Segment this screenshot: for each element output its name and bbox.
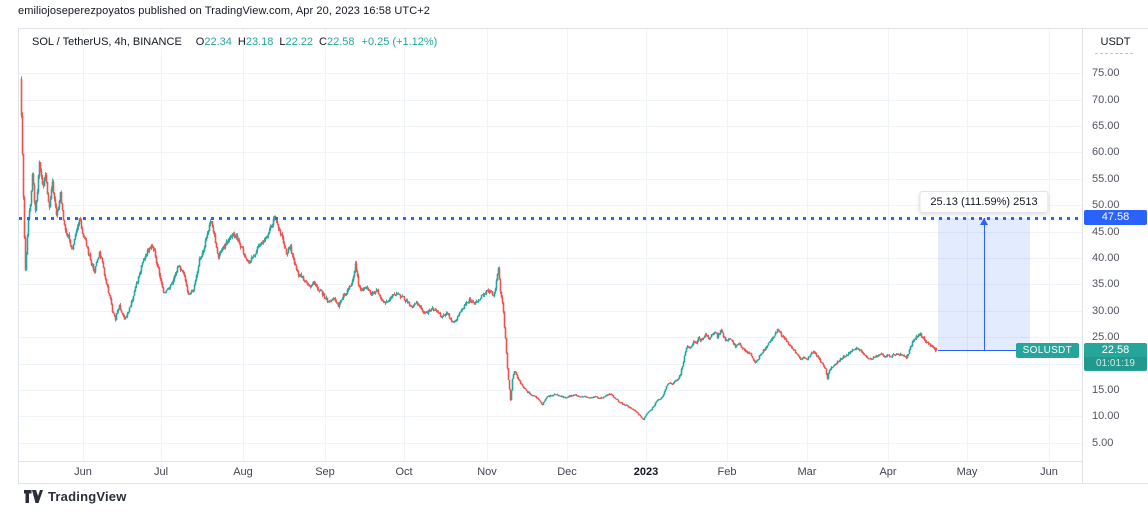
ohlc-key: H xyxy=(237,36,246,48)
price-tick-label: 15.00 xyxy=(1092,384,1120,397)
tradingview-brand-text: TradingView xyxy=(48,489,127,504)
time-tick-label: Dec xyxy=(557,466,577,478)
price-tick-label: 30.00 xyxy=(1092,304,1120,317)
time-tick-label: May xyxy=(956,466,978,478)
last-price-symbol-tag: SOLUSDT xyxy=(1015,343,1079,358)
range-measurement-tooltip: 25.13 (111.59%) 2513 xyxy=(919,191,1049,213)
ohlc-value: 22.22 xyxy=(285,36,314,48)
bar-countdown: 01:01:19 xyxy=(1084,357,1147,370)
range-arrow-up-icon xyxy=(980,218,988,225)
price-tick-label: 55.00 xyxy=(1092,172,1120,185)
last-price-label[interactable]: 22.58 01:01:19 xyxy=(1084,343,1147,371)
price-tick-label: 25.00 xyxy=(1092,331,1120,344)
horizontal-dotted-line[interactable] xyxy=(19,217,1082,220)
price-tick-label: 10.00 xyxy=(1092,410,1120,423)
chart-legend[interactable]: SOL / TetherUS, 4h, BINANCE O22.34 H23.18 L… xyxy=(28,35,442,49)
tradingview-brand-link[interactable]: TradingView xyxy=(24,489,127,504)
range-center-line xyxy=(984,218,985,350)
chart-widget: SOL / TetherUS, 4h, BINANCE O22.34 H23.18 L… xyxy=(18,28,1148,484)
price-axis-unit[interactable]: USDT xyxy=(1100,36,1131,48)
ohlc-values: O22.34 H23.18 L22.22 C22.58 xyxy=(190,36,355,48)
price-tick-label: 45.00 xyxy=(1092,225,1120,238)
price-tick-label: 70.00 xyxy=(1092,93,1120,106)
tradingview-logo-icon xyxy=(24,490,43,503)
price-tick-label: 40.00 xyxy=(1092,252,1120,265)
time-tick-label: Jul xyxy=(153,466,169,478)
time-tick-label: 2023 xyxy=(633,466,659,478)
time-tick-label: Apr xyxy=(879,466,897,478)
ohlc-value: 22.34 xyxy=(204,36,232,48)
last-price-value: 22.58 xyxy=(1101,344,1130,356)
price-range-drawing[interactable] xyxy=(938,218,1030,351)
ohlc-key: L xyxy=(279,36,286,48)
ohlc-key: O xyxy=(195,36,205,48)
alert-price-label[interactable]: 47.58 xyxy=(1084,210,1147,225)
price-tick-label: 75.00 xyxy=(1092,67,1120,80)
chart-plot-area[interactable]: SOL / TetherUS, 4h, BINANCE O22.34 H23.18 L… xyxy=(19,29,1082,461)
time-tick-label: Jun xyxy=(74,466,92,478)
ohlc-value: 23.18 xyxy=(245,36,274,48)
time-tick-label: Mar xyxy=(797,466,817,478)
time-tick-label: Jun xyxy=(1040,466,1058,478)
price-axis-divider xyxy=(1095,53,1133,54)
time-axis[interactable]: Jun Jul Aug Sep Oct Nov Dec 2023 Feb Mar Apr May Jun xyxy=(19,461,1082,483)
time-tick-label: Feb xyxy=(717,466,737,478)
ohlc-value: 22.58 xyxy=(326,36,355,48)
price-axis[interactable]: USDT 75.00 70.00 65.00 60.00 55.00 50.00 45.00… xyxy=(1082,29,1148,483)
time-tick-label: Oct xyxy=(395,466,413,478)
time-tick-label: Aug xyxy=(233,466,253,478)
price-tick-label: 65.00 xyxy=(1092,120,1120,133)
price-tick-label: 5.00 xyxy=(1092,436,1114,449)
price-tick-label: 35.00 xyxy=(1092,278,1120,291)
price-tick-label: 60.00 xyxy=(1092,146,1120,159)
change-value: +0.25 (+1.12%) xyxy=(361,36,438,48)
time-tick-label: Sep xyxy=(315,466,335,478)
price-tick-label: 50.00 xyxy=(1092,199,1120,212)
symbol-description[interactable]: SOL / TetherUS, 4h, BINANCE xyxy=(32,36,182,48)
ohlc-key: C xyxy=(319,36,327,48)
candlestick-canvas[interactable] xyxy=(19,29,1082,461)
time-tick-label: Nov xyxy=(477,466,497,478)
publish-attribution: emiliojoseperezpoyatos published on Trad… xyxy=(18,5,430,17)
